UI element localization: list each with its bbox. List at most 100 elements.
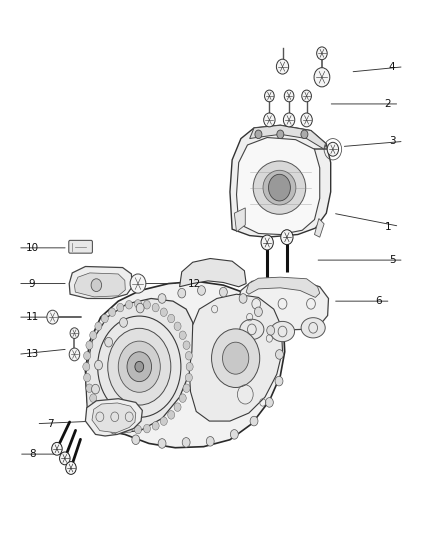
Circle shape <box>84 373 91 382</box>
Circle shape <box>70 328 79 338</box>
Circle shape <box>134 300 141 308</box>
Circle shape <box>136 303 144 313</box>
Circle shape <box>60 452 70 465</box>
Circle shape <box>302 90 311 102</box>
Circle shape <box>143 424 150 433</box>
Text: 6: 6 <box>375 296 382 306</box>
Circle shape <box>264 113 275 127</box>
Circle shape <box>219 287 227 297</box>
Circle shape <box>90 331 97 340</box>
Circle shape <box>183 384 190 392</box>
Circle shape <box>92 384 99 394</box>
Polygon shape <box>234 208 245 232</box>
Circle shape <box>86 341 93 350</box>
Circle shape <box>314 68 330 87</box>
Circle shape <box>275 376 283 386</box>
Circle shape <box>86 384 93 392</box>
Circle shape <box>130 274 146 293</box>
Circle shape <box>261 235 273 250</box>
Polygon shape <box>237 278 328 330</box>
Circle shape <box>174 322 181 330</box>
Polygon shape <box>85 298 195 433</box>
Circle shape <box>160 417 167 425</box>
Polygon shape <box>230 125 331 237</box>
Circle shape <box>118 341 160 392</box>
Circle shape <box>143 301 150 309</box>
Circle shape <box>267 326 275 335</box>
Circle shape <box>52 442 62 455</box>
Circle shape <box>117 422 124 430</box>
Text: 10: 10 <box>25 243 39 253</box>
Text: 9: 9 <box>28 279 35 288</box>
Polygon shape <box>85 399 142 436</box>
Circle shape <box>182 438 190 447</box>
Circle shape <box>126 301 133 309</box>
Circle shape <box>168 410 175 419</box>
Text: 7: 7 <box>47 419 54 429</box>
Circle shape <box>179 331 186 340</box>
Circle shape <box>132 435 140 445</box>
Circle shape <box>265 90 274 102</box>
Text: 2: 2 <box>384 99 391 109</box>
Circle shape <box>152 422 159 430</box>
Circle shape <box>327 142 339 156</box>
Text: 13: 13 <box>25 350 39 359</box>
Circle shape <box>265 398 273 407</box>
Circle shape <box>101 314 108 323</box>
Circle shape <box>90 394 97 402</box>
Circle shape <box>268 174 290 201</box>
Circle shape <box>317 47 327 60</box>
Text: 12: 12 <box>188 279 201 288</box>
Circle shape <box>168 314 175 323</box>
Circle shape <box>178 288 186 298</box>
Circle shape <box>283 113 295 127</box>
Circle shape <box>277 130 284 139</box>
Ellipse shape <box>263 171 296 205</box>
Circle shape <box>47 310 58 324</box>
Circle shape <box>183 341 190 350</box>
Circle shape <box>185 352 192 360</box>
Polygon shape <box>189 294 283 421</box>
Circle shape <box>105 337 113 347</box>
Circle shape <box>255 130 262 139</box>
Polygon shape <box>85 281 285 448</box>
Text: 11: 11 <box>25 312 39 322</box>
Circle shape <box>174 403 181 411</box>
Ellipse shape <box>253 161 306 214</box>
Circle shape <box>301 130 308 139</box>
Polygon shape <box>69 266 132 298</box>
Circle shape <box>69 348 80 361</box>
Polygon shape <box>246 277 320 297</box>
Circle shape <box>250 416 258 426</box>
Ellipse shape <box>270 321 294 342</box>
Circle shape <box>186 362 193 371</box>
Circle shape <box>284 90 294 102</box>
Circle shape <box>101 408 109 418</box>
Text: 1: 1 <box>384 222 391 231</box>
Circle shape <box>230 430 238 439</box>
Circle shape <box>160 308 167 317</box>
Circle shape <box>117 303 124 312</box>
Polygon shape <box>92 403 136 433</box>
Polygon shape <box>74 273 125 297</box>
Polygon shape <box>237 138 320 235</box>
Circle shape <box>254 307 262 317</box>
Circle shape <box>276 350 283 359</box>
FancyBboxPatch shape <box>69 240 92 253</box>
Circle shape <box>127 352 152 382</box>
Circle shape <box>301 113 312 127</box>
Circle shape <box>135 361 144 372</box>
Circle shape <box>134 425 141 434</box>
Circle shape <box>239 294 247 303</box>
Circle shape <box>110 424 118 434</box>
Polygon shape <box>250 125 326 149</box>
Text: 4: 4 <box>389 62 396 71</box>
Polygon shape <box>314 219 324 237</box>
Circle shape <box>66 462 76 474</box>
Circle shape <box>84 352 91 360</box>
Circle shape <box>158 294 166 303</box>
Circle shape <box>95 360 102 370</box>
Circle shape <box>120 318 127 327</box>
Circle shape <box>83 362 90 371</box>
Text: 3: 3 <box>389 136 396 146</box>
